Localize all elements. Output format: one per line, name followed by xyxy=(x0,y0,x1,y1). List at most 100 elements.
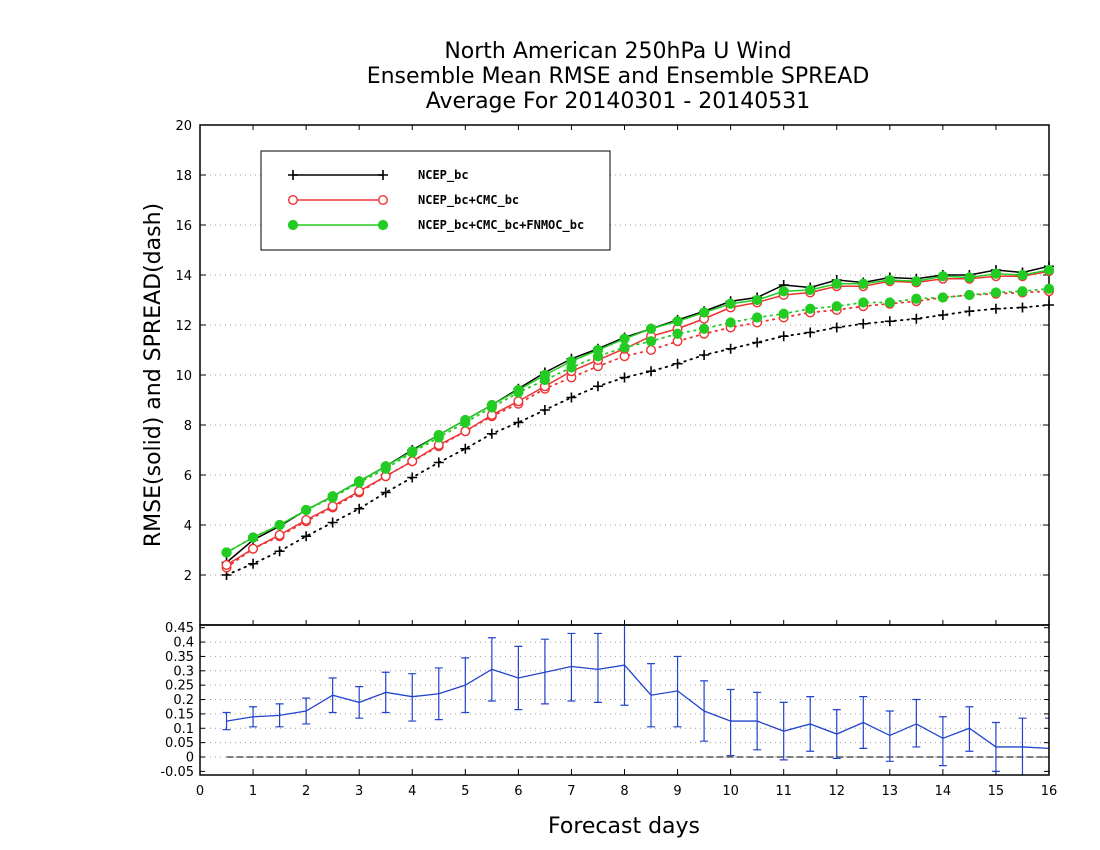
y-tick-label: 0.1 xyxy=(173,722,194,737)
spread-point xyxy=(327,517,338,528)
spread-point xyxy=(1044,300,1054,310)
rmse-line xyxy=(226,270,1050,566)
x-tick-label: 14 xyxy=(935,784,952,799)
y-tick-label: 6 xyxy=(184,469,192,484)
legend-entry: NCEP_bc+CMC_bc+FNMOC_bc xyxy=(287,218,584,233)
legend-marker xyxy=(287,219,299,231)
spread-point xyxy=(645,336,657,347)
rmse-point xyxy=(513,396,524,407)
spread-point xyxy=(513,417,524,428)
error-bar xyxy=(222,711,231,731)
rmse-point xyxy=(407,456,418,467)
rmse-point xyxy=(354,486,365,497)
rmse-point xyxy=(486,399,497,411)
difference-series xyxy=(222,625,1049,775)
spread-point xyxy=(990,287,1002,298)
x-tick-label: 15 xyxy=(988,784,1005,799)
spread-point xyxy=(752,337,763,348)
spread-point xyxy=(248,558,259,569)
plot-frame xyxy=(199,624,1050,776)
title-line-1: North American 250hPa U Wind xyxy=(444,39,791,64)
rmse-point xyxy=(460,426,471,437)
spread-point xyxy=(725,343,736,354)
x-tick-label: 9 xyxy=(673,784,681,799)
rmse-point xyxy=(1043,264,1055,276)
y-tick-label: 2 xyxy=(184,569,192,584)
error-bar xyxy=(726,688,735,757)
error-bar xyxy=(885,710,894,762)
spread-point xyxy=(698,323,710,334)
y-tick-label: 4 xyxy=(184,519,192,534)
rmse-point xyxy=(805,284,816,296)
spread-line xyxy=(225,304,1050,576)
error-bar xyxy=(408,673,417,722)
y-tick-label: 0.25 xyxy=(165,679,194,694)
x-tick-label: 1 xyxy=(249,784,257,799)
rmse-point xyxy=(248,543,259,554)
rmse-point xyxy=(433,429,444,441)
rmse-point xyxy=(513,384,524,396)
series-NCEP_bc xyxy=(221,261,1054,580)
rmse-point xyxy=(858,278,869,289)
spread-point xyxy=(778,331,789,342)
spread-point xyxy=(858,297,869,308)
x-tick-label: 7 xyxy=(567,784,575,799)
x-tick-label: 5 xyxy=(461,784,469,799)
rmse-point xyxy=(990,268,1002,279)
spread-point xyxy=(407,472,418,483)
y-axis-label: RMSE(solid) and SPREAD(dash) xyxy=(141,203,166,547)
spread-point xyxy=(619,372,630,383)
spread-point xyxy=(380,487,391,498)
spread-point xyxy=(911,313,922,324)
spread-point xyxy=(937,310,948,320)
x-tick-label: 6 xyxy=(514,784,522,799)
y-tick-label: 0.3 xyxy=(173,664,194,679)
x-tick-label: 3 xyxy=(355,784,363,799)
spread-point xyxy=(592,381,603,392)
spread-point xyxy=(831,322,842,333)
spread-point xyxy=(301,531,312,542)
rmse-point xyxy=(911,276,922,287)
rmse-point xyxy=(460,414,471,426)
rmse-line xyxy=(226,265,1050,564)
legend-marker xyxy=(378,194,389,205)
spread-point xyxy=(964,289,975,301)
y-tick-label: 0.4 xyxy=(173,636,194,651)
error-bar xyxy=(567,632,576,702)
spread-point xyxy=(911,293,922,304)
y-tick-label: 0.05 xyxy=(165,736,194,751)
spread-point xyxy=(672,358,683,369)
rmse-point xyxy=(380,461,391,472)
title-line-2: Ensemble Mean RMSE and Ensemble SPREAD xyxy=(367,64,870,89)
rmse-point xyxy=(592,344,604,356)
spread-point xyxy=(937,292,948,303)
y-tick-label: 0.2 xyxy=(173,693,194,708)
error-bar xyxy=(912,698,921,748)
series-NCEP_bc+CMC_bc+FNMOC_bc xyxy=(221,264,1055,558)
rmse-point xyxy=(407,446,418,457)
y-tick-label: 14 xyxy=(175,269,192,284)
rmse-line xyxy=(226,269,1050,554)
spread-point xyxy=(831,301,842,312)
spread-point xyxy=(752,312,763,323)
legend-entry: NCEP_bc+CMC_bc xyxy=(288,193,519,208)
rmse-point xyxy=(354,476,365,487)
legend-marker xyxy=(288,170,298,180)
spread-point xyxy=(1043,283,1055,294)
legend-label: NCEP_bc xyxy=(418,168,469,183)
spread-point xyxy=(672,328,683,339)
y-tick-label: 16 xyxy=(175,219,192,234)
rmse-point xyxy=(964,272,975,283)
error-bar xyxy=(938,716,947,767)
rmse-point xyxy=(274,519,285,531)
rmse-point xyxy=(645,323,657,334)
rmse-point xyxy=(884,274,895,286)
x-tick-label: 12 xyxy=(828,784,845,799)
x-tick-label: 10 xyxy=(722,784,739,799)
rmse-point xyxy=(778,286,789,297)
rmse-point xyxy=(327,491,338,502)
spread-point xyxy=(778,308,789,319)
rmse-point xyxy=(221,560,232,571)
